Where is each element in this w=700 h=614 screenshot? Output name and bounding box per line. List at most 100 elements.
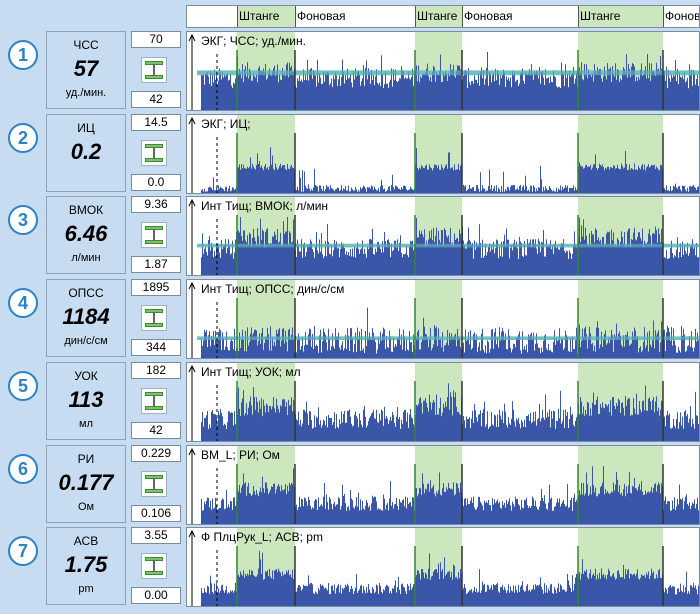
trace-sample bbox=[670, 428, 671, 441]
trace-sample bbox=[545, 592, 546, 606]
phase-label[interactable]: Штанге bbox=[415, 6, 462, 27]
trace-sample bbox=[257, 82, 258, 110]
trace-sample bbox=[673, 508, 674, 524]
scale-min-field[interactable]: 0.00 bbox=[131, 587, 181, 604]
trace-panel[interactable]: Инт Тищ; УОК; мл bbox=[186, 362, 700, 442]
scale-adjust-button[interactable] bbox=[141, 471, 167, 497]
trace-sample bbox=[383, 87, 384, 110]
trace-sample bbox=[275, 569, 276, 606]
trace-sample bbox=[359, 589, 360, 606]
scale-min-field[interactable]: 344 bbox=[131, 339, 181, 356]
trace-sample bbox=[660, 242, 661, 275]
trace-panel[interactable]: Ф ПлцРук_L; АСВ; pm bbox=[186, 527, 700, 607]
scale-min-field[interactable]: 42 bbox=[131, 422, 181, 439]
trace-panel[interactable]: Инт Тищ; ОПСС; дин/с/см bbox=[186, 279, 700, 359]
scale-min-field[interactable]: 0.106 bbox=[131, 505, 181, 522]
trace-sample bbox=[582, 236, 583, 275]
scale-adjust-button[interactable] bbox=[141, 222, 167, 248]
trace-sample bbox=[227, 347, 228, 358]
trace-sample bbox=[653, 232, 654, 275]
trace-sample bbox=[359, 191, 360, 193]
trace-sample bbox=[406, 78, 407, 110]
scale-adjust-button[interactable] bbox=[141, 553, 167, 579]
trace-sample bbox=[217, 424, 218, 441]
trace-sample bbox=[233, 592, 234, 606]
trace-sample bbox=[268, 412, 269, 441]
scale-max-field[interactable]: 70 bbox=[131, 31, 181, 48]
trace-sample bbox=[502, 328, 503, 358]
scale-min-field[interactable]: 0.0 bbox=[131, 174, 181, 191]
trace-sample bbox=[431, 576, 432, 606]
trace-sample bbox=[422, 338, 423, 358]
trace-sample bbox=[698, 585, 699, 606]
scale-max-field[interactable]: 0.229 bbox=[131, 445, 181, 462]
phase-label[interactable]: Фоновая bbox=[665, 9, 699, 23]
trace-sample bbox=[431, 81, 432, 110]
scale-max-field[interactable]: 14.5 bbox=[131, 114, 181, 131]
scale-adjust-button[interactable] bbox=[141, 140, 167, 166]
trace-sample bbox=[270, 406, 271, 441]
trace-sample bbox=[297, 510, 298, 524]
trace-sample bbox=[647, 54, 648, 110]
trace-sample bbox=[584, 495, 585, 524]
trace-sample bbox=[349, 191, 350, 193]
scale-min-field[interactable]: 1.87 bbox=[131, 256, 181, 273]
scale-adjust-button[interactable] bbox=[141, 388, 167, 414]
trace-sample bbox=[681, 191, 682, 193]
trace-panel[interactable]: ВМ_L; РИ; Ом bbox=[186, 445, 700, 525]
trace-sample bbox=[358, 190, 359, 193]
trace-sample bbox=[282, 399, 283, 441]
trace-sample bbox=[649, 63, 650, 110]
trace-sample bbox=[635, 488, 636, 524]
phase-label[interactable]: Фоновая bbox=[297, 9, 346, 23]
trace-sample bbox=[408, 350, 409, 358]
trace-panel[interactable]: Инт Тищ; ВМОК; л/мин bbox=[186, 196, 700, 276]
trace-sample bbox=[629, 228, 630, 275]
scale-adjust-button[interactable] bbox=[141, 57, 167, 83]
scale-min-field[interactable]: 42 bbox=[131, 91, 181, 108]
scale-max-field[interactable]: 3.55 bbox=[131, 527, 181, 544]
trace-sample bbox=[613, 351, 614, 358]
trace-sample bbox=[671, 428, 672, 441]
scale-adjust-button[interactable] bbox=[141, 305, 167, 331]
trace-sample bbox=[254, 576, 255, 606]
trace-sample bbox=[560, 390, 561, 441]
trace-sample bbox=[201, 422, 202, 441]
trace-sample bbox=[266, 571, 267, 606]
trace-sample bbox=[456, 406, 457, 441]
trace-sample bbox=[436, 326, 437, 358]
trace-sample bbox=[418, 404, 419, 441]
trace-sample bbox=[284, 489, 285, 524]
trace-sample bbox=[680, 412, 681, 441]
trace-sample bbox=[510, 505, 511, 524]
trace-sample bbox=[247, 235, 248, 275]
scale-max-field[interactable]: 182 bbox=[131, 362, 181, 379]
trace-sample bbox=[495, 585, 496, 606]
trace-sample bbox=[470, 428, 471, 441]
phase-label[interactable]: Фоновая bbox=[464, 9, 513, 23]
trace-sample bbox=[576, 327, 577, 358]
trace-sample bbox=[441, 82, 442, 110]
trace-sample bbox=[203, 510, 204, 524]
trace-sample bbox=[471, 588, 472, 606]
trace-sample bbox=[301, 346, 302, 358]
trace-sample bbox=[528, 73, 529, 110]
phase-label[interactable]: Штанге bbox=[578, 6, 663, 27]
trace-sample bbox=[215, 330, 216, 358]
scale-max-field[interactable]: 1895 bbox=[131, 279, 181, 296]
trace-sample bbox=[562, 186, 563, 193]
trace-panel[interactable]: ЭКГ; ИЦ; bbox=[186, 114, 700, 194]
trace-sample bbox=[515, 496, 516, 524]
trace-sample bbox=[337, 248, 338, 275]
trace-sample bbox=[661, 68, 662, 110]
phase-label[interactable]: Штанге bbox=[237, 6, 295, 27]
trace-sample bbox=[503, 331, 504, 358]
trace-sample bbox=[346, 510, 347, 524]
scale-max-field[interactable]: 9.36 bbox=[131, 196, 181, 213]
trace-sample bbox=[555, 428, 556, 441]
trace-sample bbox=[298, 190, 299, 193]
trace-sample bbox=[581, 401, 582, 441]
trace-panel[interactable]: ЭКГ; ЧСС; уд./мин. bbox=[186, 31, 700, 111]
trace-sample bbox=[450, 488, 451, 524]
trace-sample bbox=[473, 334, 474, 358]
